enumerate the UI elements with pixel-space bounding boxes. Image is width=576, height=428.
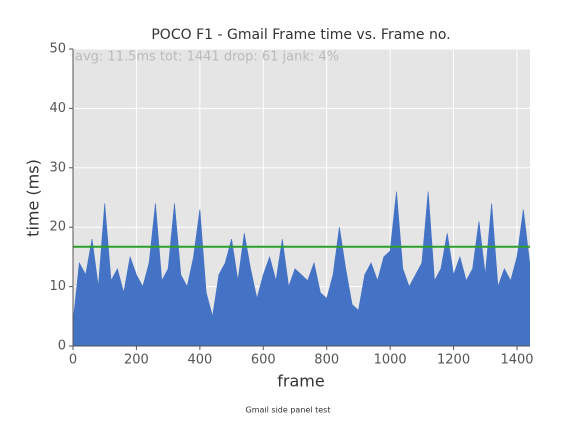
x-tick-label: 1200	[437, 353, 470, 368]
x-tick-label: 1000	[374, 353, 407, 368]
x-tick-label: 0	[69, 353, 77, 368]
frame-time-area	[72, 191, 530, 347]
y-axis-label: time (ms)	[24, 159, 43, 237]
y-tick-label: 10	[49, 279, 66, 294]
x-tick-label: 400	[187, 353, 212, 368]
y-tick-label: 0	[58, 339, 66, 354]
x-tick-label: 200	[124, 353, 149, 368]
y-tick-label: 30	[49, 160, 66, 175]
y-tick-label: 40	[49, 101, 66, 116]
x-tick-label: 800	[314, 353, 339, 368]
y-tick-label: 50	[49, 42, 66, 57]
x-tick-label: 600	[251, 353, 276, 368]
y-tick-label: 20	[49, 220, 66, 235]
chart-title: POCO F1 - Gmail Frame time vs. Frame no.	[151, 27, 450, 43]
caption: Gmail side panel test	[246, 406, 331, 415]
x-tick-label: 1400	[500, 353, 533, 368]
x-axis-label: frame	[277, 372, 324, 391]
annotation: avg: 11.5ms tot: 1441 drop: 61 jank: 4%	[75, 50, 339, 65]
